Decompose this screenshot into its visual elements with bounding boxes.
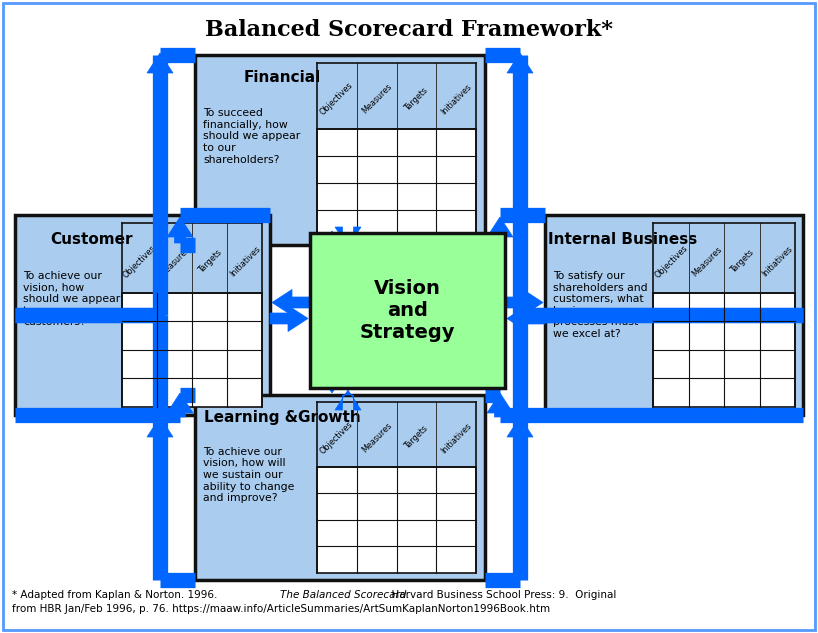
Text: from HBR Jan/Feb 1996, p. 76. https://maaw.info/ArticleSummaries/ArtSumKaplanNor: from HBR Jan/Feb 1996, p. 76. https://ma… [12, 604, 551, 614]
Bar [15, 215, 270, 415]
Polygon shape [507, 306, 545, 332]
Bar [310, 233, 505, 388]
Text: Initiatives: Initiatives [439, 82, 474, 116]
Text: To succeed
financially, how
should we appear
to our
shareholders?: To succeed financially, how should we ap… [203, 108, 300, 165]
Polygon shape [507, 53, 533, 317]
Text: Objectives: Objectives [653, 243, 690, 280]
Text: Targets: Targets [403, 425, 430, 451]
Bar [317, 467, 476, 573]
Text: Targets: Targets [729, 248, 756, 275]
Polygon shape [167, 217, 193, 243]
Polygon shape [147, 53, 173, 317]
Text: Targets: Targets [403, 85, 430, 113]
Text: Measures: Measures [360, 82, 393, 116]
Bar [654, 293, 795, 407]
Bar [545, 215, 803, 415]
Text: To achieve our
vision, how will
we sustain our
ability to change
and improve?: To achieve our vision, how will we susta… [203, 447, 294, 503]
Bar [195, 55, 485, 245]
Text: To achieve our
vision, how
should we appear
to our
customers?: To achieve our vision, how should we app… [23, 271, 120, 327]
Bar [195, 395, 485, 580]
Text: Objectives: Objectives [121, 243, 158, 280]
Text: The Balanced Scorecard.: The Balanced Scorecard. [280, 590, 410, 600]
Text: Customer: Customer [50, 232, 133, 246]
Text: * Adapted from Kaplan & Norton. 1996.: * Adapted from Kaplan & Norton. 1996. [12, 590, 224, 600]
Text: Initiatives: Initiatives [439, 421, 474, 455]
Bar [122, 293, 263, 407]
Polygon shape [487, 393, 513, 417]
Text: Learning &Growth: Learning &Growth [204, 410, 361, 425]
Polygon shape [335, 390, 361, 410]
Polygon shape [335, 227, 361, 247]
Text: Balanced Scorecard Framework*: Balanced Scorecard Framework* [205, 19, 613, 41]
Polygon shape [505, 289, 543, 315]
Polygon shape [167, 393, 193, 417]
Text: Objectives: Objectives [318, 420, 355, 456]
Text: Internal Business: Internal Business [548, 232, 697, 246]
Polygon shape [487, 217, 513, 243]
Text: Measures: Measures [158, 245, 191, 279]
Text: Financial: Financial [244, 70, 321, 85]
Text: Initiatives: Initiatives [761, 244, 794, 279]
Text: Vision
and
Strategy: Vision and Strategy [360, 279, 456, 342]
Text: Initiatives: Initiatives [227, 244, 262, 279]
Polygon shape [270, 306, 308, 332]
Polygon shape [507, 417, 533, 578]
Polygon shape [272, 289, 310, 315]
Polygon shape [319, 373, 345, 393]
Text: To satisfy our
shareholders and
customers, what
business
processes must
we excel: To satisfy our shareholders and customer… [553, 271, 648, 339]
Text: Measures: Measures [690, 245, 723, 279]
Polygon shape [147, 417, 173, 578]
Bar [317, 129, 476, 237]
Polygon shape [319, 231, 345, 251]
Text: Measures: Measures [360, 421, 393, 454]
Text: Targets: Targets [196, 248, 223, 275]
Text: Harvard Business School Press: 9.  Original: Harvard Business School Press: 9. Origin… [385, 590, 617, 600]
Text: Objectives: Objectives [318, 81, 355, 117]
